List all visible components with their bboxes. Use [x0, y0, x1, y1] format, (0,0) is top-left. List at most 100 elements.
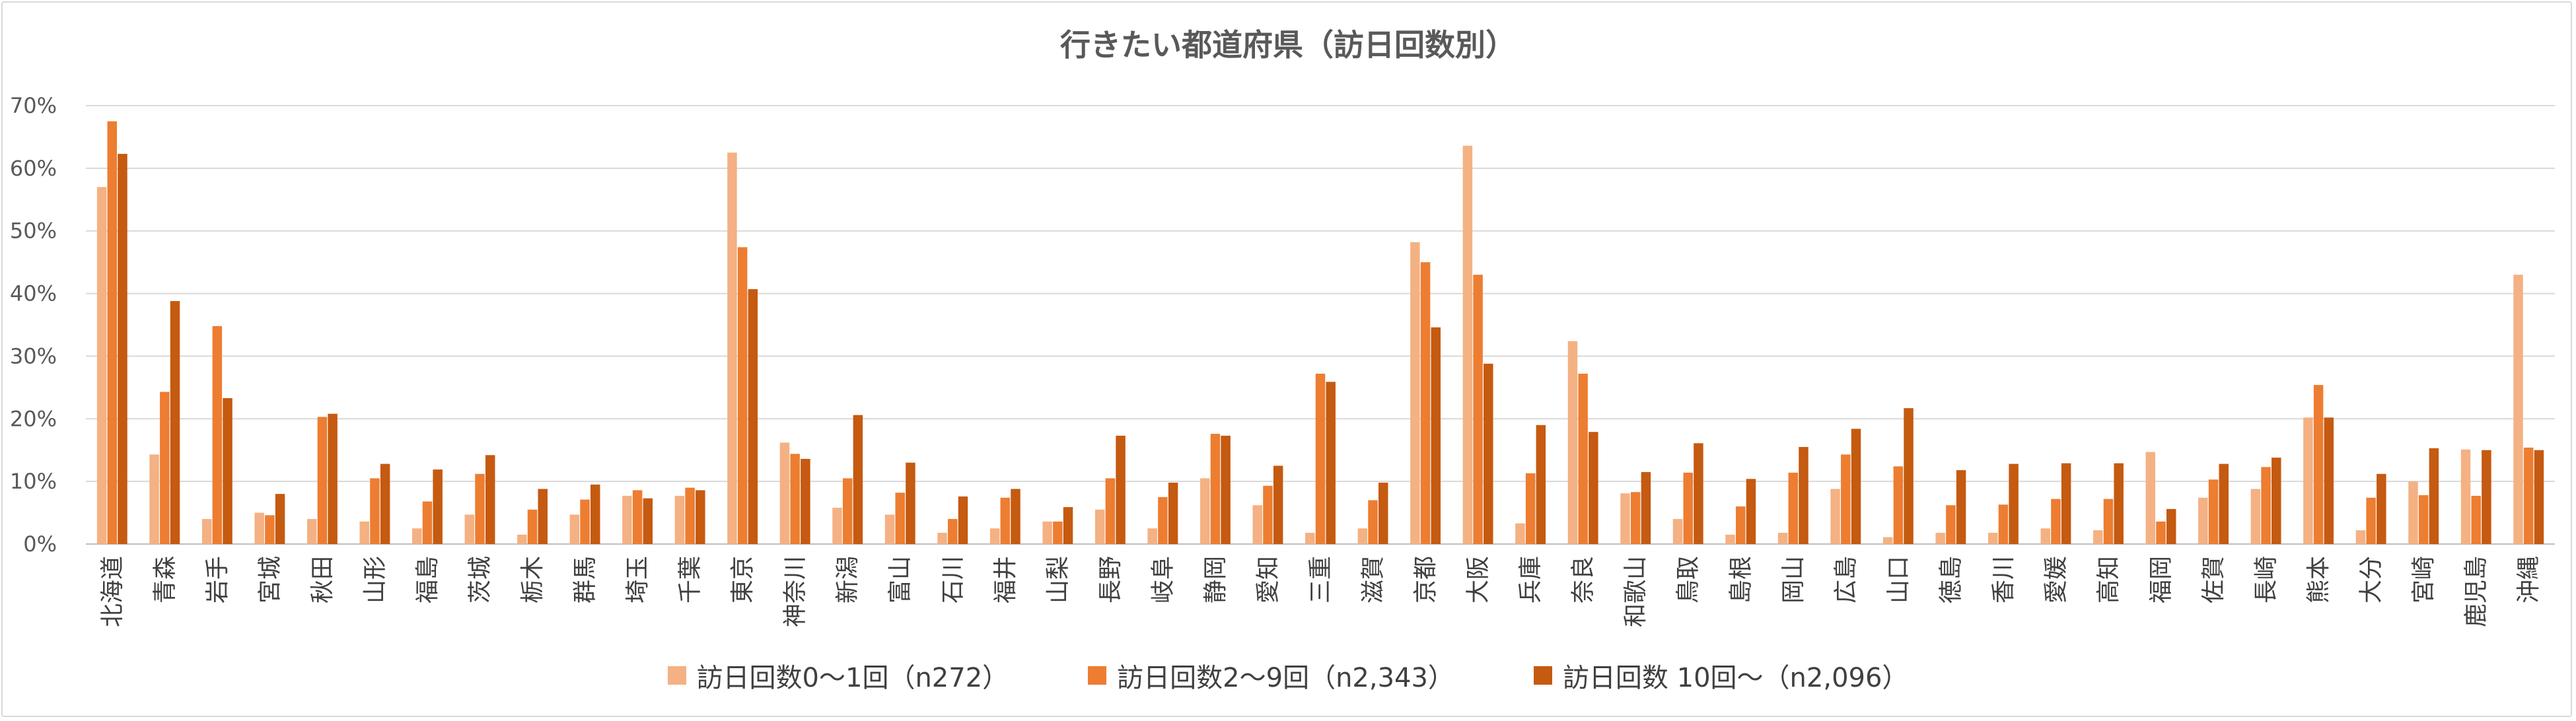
x-tick-label: 沖縄	[2515, 556, 2542, 603]
x-tick-label: 山口	[1885, 556, 1912, 603]
bar-0	[517, 534, 527, 544]
x-tick-label: 愛知	[1254, 556, 1281, 603]
bar-1	[370, 478, 380, 544]
bar-2	[1589, 432, 1598, 544]
bar-0	[2513, 275, 2523, 544]
x-tick-label: 山形	[361, 556, 388, 603]
bar-0	[884, 514, 895, 544]
x-tick-label: 埼玉	[624, 556, 651, 603]
x-tick-label: 栃木	[519, 556, 546, 603]
bar-1	[1525, 473, 1536, 544]
x-tick-label: 滋賀	[1360, 556, 1387, 603]
x-tick-label: 宮城	[256, 556, 283, 603]
x-tick-label: 広島	[1832, 556, 1859, 603]
bar-1	[160, 392, 170, 544]
x-tick-label: 和歌山	[1622, 556, 1649, 627]
bar-0	[1252, 505, 1263, 544]
bar-1	[948, 519, 958, 544]
bar-0	[2250, 489, 2261, 544]
bar-2	[748, 289, 758, 544]
bar-0	[254, 512, 264, 544]
bar-1	[527, 509, 538, 544]
bar-2	[433, 469, 443, 544]
legend-label-0: 訪日回数0～1回（n272）	[696, 663, 1009, 693]
x-tick-label: 千葉	[677, 556, 704, 603]
bar-0	[1672, 519, 1683, 544]
x-tick-label: 新潟	[834, 556, 861, 603]
bar-1	[1998, 504, 2009, 544]
bar-2	[1799, 446, 1808, 544]
x-tick-label: 三重	[1307, 556, 1334, 603]
x-tick-label: 茨城	[466, 556, 493, 603]
bar-2	[1746, 479, 1756, 544]
x-tick-label: 奈良	[1570, 556, 1597, 603]
x-tick-label: 長野	[1097, 556, 1124, 603]
bar-1	[1368, 500, 1378, 544]
bar-2	[590, 484, 600, 544]
bar-1	[2103, 498, 2114, 544]
bar-2	[906, 462, 915, 544]
bar-2	[643, 498, 653, 544]
bar-1	[1630, 492, 1641, 544]
bar-0	[96, 187, 107, 544]
y-tick-label: 70%	[10, 93, 57, 118]
bar-2	[1694, 443, 1703, 544]
bar-2	[1851, 429, 1861, 544]
bar-0	[412, 528, 422, 544]
bar-1	[2156, 521, 2166, 544]
bar-2	[2482, 450, 2491, 544]
bar-0	[1094, 509, 1105, 544]
bar-2	[2009, 464, 2019, 544]
bar-0	[2460, 449, 2471, 544]
bar-1	[895, 493, 905, 544]
y-tick-label: 50%	[10, 219, 57, 244]
bar-1	[2471, 495, 2481, 544]
bar-0	[2040, 528, 2050, 544]
legend-swatch-1	[1088, 666, 1107, 685]
bar-2	[380, 464, 390, 544]
bar-0	[1042, 521, 1052, 544]
x-tick-label: 岡山	[1780, 556, 1807, 603]
y-tick-label: 40%	[10, 281, 57, 306]
bar-2	[2272, 458, 2281, 544]
bar-1	[2313, 385, 2324, 544]
bar-0	[1935, 532, 1945, 544]
bar-1	[632, 490, 643, 544]
bar-2	[1904, 408, 1914, 544]
bar-2	[958, 496, 968, 544]
bar-1	[1053, 521, 1063, 544]
y-axis: 0% 10% 20% 30% 40% 50% 60% 70%	[10, 93, 57, 557]
bar-0	[1147, 528, 1157, 544]
bar-1	[2366, 497, 2376, 544]
bar-1	[2051, 498, 2061, 544]
bar-1	[265, 515, 275, 544]
bar-0	[1830, 489, 1840, 544]
bar-2	[118, 154, 127, 545]
bar-0	[1777, 532, 1788, 544]
bar-2	[853, 415, 863, 544]
bar-2	[1641, 471, 1651, 544]
bar-0	[464, 514, 475, 544]
bar-1	[1736, 506, 1746, 544]
bar-2	[1536, 425, 1546, 544]
x-tick-label: 青森	[151, 556, 178, 603]
bar-0	[569, 514, 580, 544]
bar-2	[538, 489, 548, 544]
x-tick-label: 石川	[939, 556, 966, 603]
x-tick-label: 北海道	[99, 556, 126, 627]
bar-1	[317, 417, 328, 544]
x-tick-label: 大分	[2358, 556, 2385, 603]
x-tick-label: 群馬	[572, 556, 599, 603]
bar-2	[696, 490, 705, 544]
bar-0	[1567, 341, 1578, 544]
bar-1	[1263, 485, 1273, 544]
bar-2	[2377, 473, 2386, 544]
bar-0	[2408, 481, 2418, 544]
bar-0	[1410, 242, 1420, 544]
bar-0	[1462, 145, 1473, 545]
bar-0	[622, 495, 632, 544]
bar-0	[359, 521, 369, 544]
x-tick-label: 大阪	[1465, 556, 1492, 603]
